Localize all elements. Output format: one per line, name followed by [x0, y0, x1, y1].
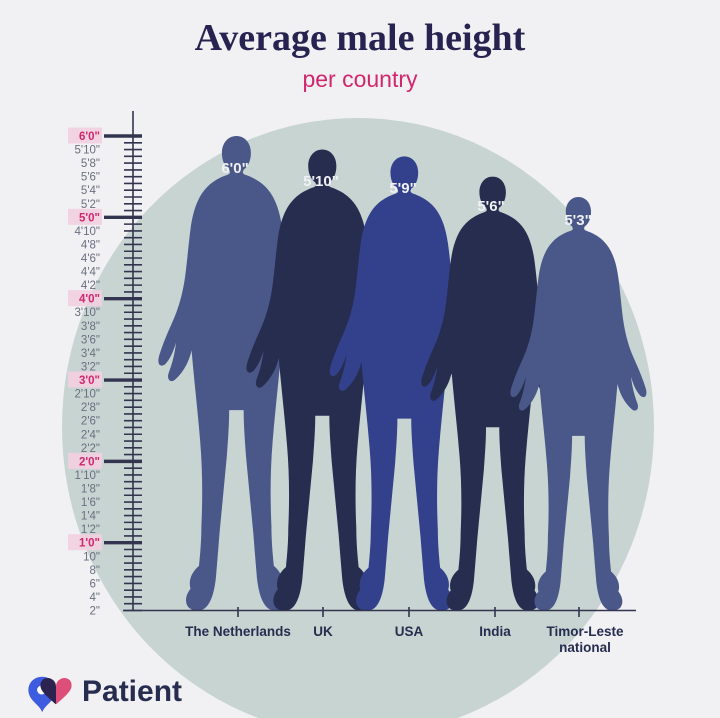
svg-text:India: India [479, 624, 511, 639]
svg-text:Timor-Leste: Timor-Leste [546, 624, 624, 639]
svg-text:USA: USA [395, 624, 424, 639]
svg-text:national: national [559, 640, 611, 655]
svg-text:UK: UK [313, 624, 333, 639]
svg-text:The Netherlands: The Netherlands [185, 624, 291, 639]
